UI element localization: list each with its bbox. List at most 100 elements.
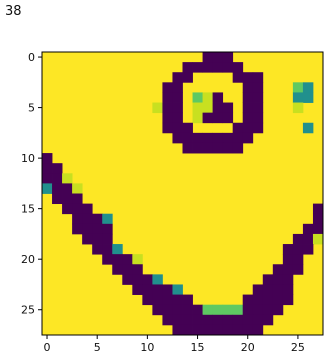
heatmap-cell [222, 132, 234, 144]
heatmap-cell [102, 254, 113, 265]
heatmap-cell [242, 294, 254, 306]
heatmap-cell [202, 142, 214, 154]
heatmap-cell [212, 52, 224, 63]
heatmap-cell [282, 264, 294, 275]
heatmap-cell [212, 304, 224, 316]
heatmap-cell [222, 62, 234, 73]
heatmap-cell [252, 102, 264, 114]
heatmap-cell [212, 62, 224, 73]
heatmap-cell [182, 294, 193, 306]
heatmap-cell [212, 132, 224, 144]
heatmap-cell [172, 82, 183, 93]
heatmap-cell [292, 82, 304, 93]
heatmap-cell [172, 284, 183, 295]
heatmap-cell [172, 132, 183, 144]
heatmap-cell [42, 183, 53, 194]
heatmap-cell [192, 112, 203, 124]
heatmap-cell [112, 244, 123, 255]
heatmap-cell [202, 102, 214, 114]
heatmap-cell [212, 102, 224, 114]
heatmap-cell [52, 163, 63, 174]
heatmap-cell [92, 213, 103, 225]
heatmap-cell [132, 284, 143, 295]
heatmap-cell [72, 213, 83, 225]
heatmap-cell [142, 274, 153, 285]
heatmap-cell [282, 274, 294, 285]
heatmap-cell [192, 132, 203, 144]
heatmap-cell [302, 233, 314, 245]
heatmap-cell [232, 304, 244, 316]
heatmap-cell [302, 82, 314, 93]
heatmap-cell [92, 244, 103, 255]
heatmap-cell [242, 314, 254, 326]
heatmap-cell [292, 254, 304, 265]
heatmap-cell [62, 183, 73, 194]
heatmap-cell [182, 62, 193, 73]
heatmap-cell [182, 142, 193, 154]
heatmap-cell [222, 324, 234, 336]
heatmap-cell [52, 173, 63, 184]
heatmap-cell [82, 223, 93, 235]
heatmap-cell [232, 314, 244, 326]
heatmap-cell [272, 274, 284, 285]
heatmap-cell [152, 304, 163, 316]
heatmap-cell [72, 203, 83, 215]
heatmap-cell [222, 142, 234, 154]
heatmap-cell [262, 284, 274, 295]
heatmap-cell [172, 304, 183, 316]
heatmap-cell [232, 142, 244, 154]
heatmap-cell [262, 274, 274, 285]
figure-label: 38 [5, 4, 22, 19]
heatmap-cell [292, 244, 304, 255]
heatmap-cell [172, 92, 183, 103]
heatmap-cell [242, 112, 254, 124]
heatmap-cell [222, 112, 234, 124]
heatmap-cell [162, 112, 173, 124]
heatmap-cell [52, 193, 63, 205]
heatmap-cell [92, 223, 103, 235]
heatmap-cell [212, 112, 224, 124]
heatmap-cell [182, 72, 193, 83]
heatmap-cell [232, 122, 244, 134]
heatmap-cell [272, 304, 284, 316]
heatmap-cell [102, 223, 113, 235]
heatmap-cell [282, 254, 294, 265]
heatmap-cell [112, 264, 123, 275]
heatmap-cell [202, 92, 214, 103]
heatmap-cell [252, 112, 264, 124]
heatmap-cell [312, 213, 324, 225]
heatmap-cell [222, 52, 234, 63]
x-tick-label: 20 [241, 341, 255, 354]
x-tick-label: 5 [94, 341, 101, 354]
heatmap-cell [142, 284, 153, 295]
heatmap-cell [82, 203, 93, 215]
heatmap-cell [262, 314, 274, 326]
heatmap-cell [202, 304, 214, 316]
heatmap-cell [282, 284, 294, 295]
heatmap-cell [282, 294, 294, 306]
heatmap-cell [222, 314, 234, 326]
x-tick-label: 0 [44, 341, 51, 354]
heatmap-cell [152, 294, 163, 306]
heatmap-cell [162, 92, 173, 103]
heatmap-cell [262, 294, 274, 306]
heatmap-cell [172, 112, 183, 124]
heatmap-cell [72, 223, 83, 235]
heatmap-cell [132, 254, 143, 265]
heatmap-cell [152, 102, 163, 114]
heatmap-cell [172, 102, 183, 114]
heatmap-cell [132, 274, 143, 285]
heatmap-cell [152, 274, 163, 285]
heatmap-cell [162, 314, 173, 326]
heatmap-cell [232, 72, 244, 83]
heatmap-cell [252, 122, 264, 134]
heatmap-cell [122, 274, 133, 285]
heatmap-cell [222, 304, 234, 316]
heatmap-cell [232, 324, 244, 336]
heatmap-cell [182, 132, 193, 144]
heatmap-cell [252, 304, 264, 316]
heatmap-cell [212, 92, 224, 103]
heatmap-cell [62, 203, 73, 215]
plot-frame [41, 51, 324, 336]
heatmap-cell [172, 324, 183, 336]
